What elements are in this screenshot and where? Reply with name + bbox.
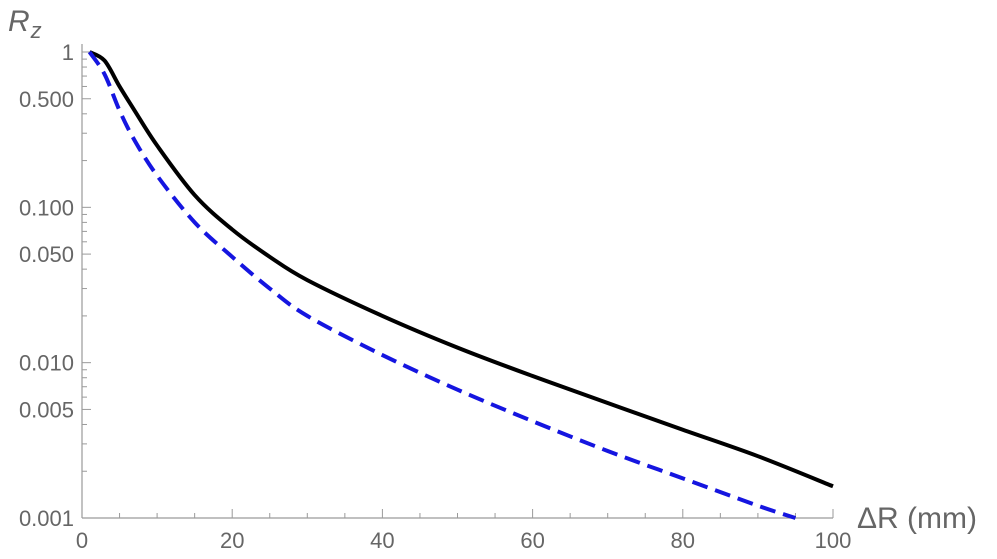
y-tick-label: 0.010 (19, 351, 74, 376)
x-tick-label: 40 (370, 528, 394, 553)
y-tick-label: 0.100 (19, 195, 74, 220)
y-axis-title: Rz (8, 5, 42, 43)
x-tick-label: 20 (220, 528, 244, 553)
x-tick-label: 60 (520, 528, 544, 553)
y-tick-label: 0.050 (19, 242, 74, 267)
series-line-solid (88, 50, 834, 489)
y-tick-label: 0.500 (19, 87, 74, 112)
y-tick-label: 0.005 (19, 397, 74, 422)
series-line-dashed (87, 50, 797, 520)
y-tick-label: 0.001 (19, 506, 74, 531)
x-axis-title: ΔR (mm) (857, 502, 977, 535)
x-tick-label: 100 (815, 528, 852, 553)
series-layer (87, 50, 834, 520)
y-ticks: 0.001 0.005 0.010 0.050 0.100 0.500 1 (19, 40, 91, 531)
axes (81, 44, 833, 519)
y-tick-label: 1 (62, 40, 74, 65)
x-ticks: 0 20 40 60 80 100 (76, 509, 851, 553)
y-axis-title-sub: z (30, 18, 42, 43)
x-tick-label: 0 (76, 528, 88, 553)
x-tick-label: 80 (671, 528, 695, 553)
y-axis-title-main: R (8, 5, 30, 38)
